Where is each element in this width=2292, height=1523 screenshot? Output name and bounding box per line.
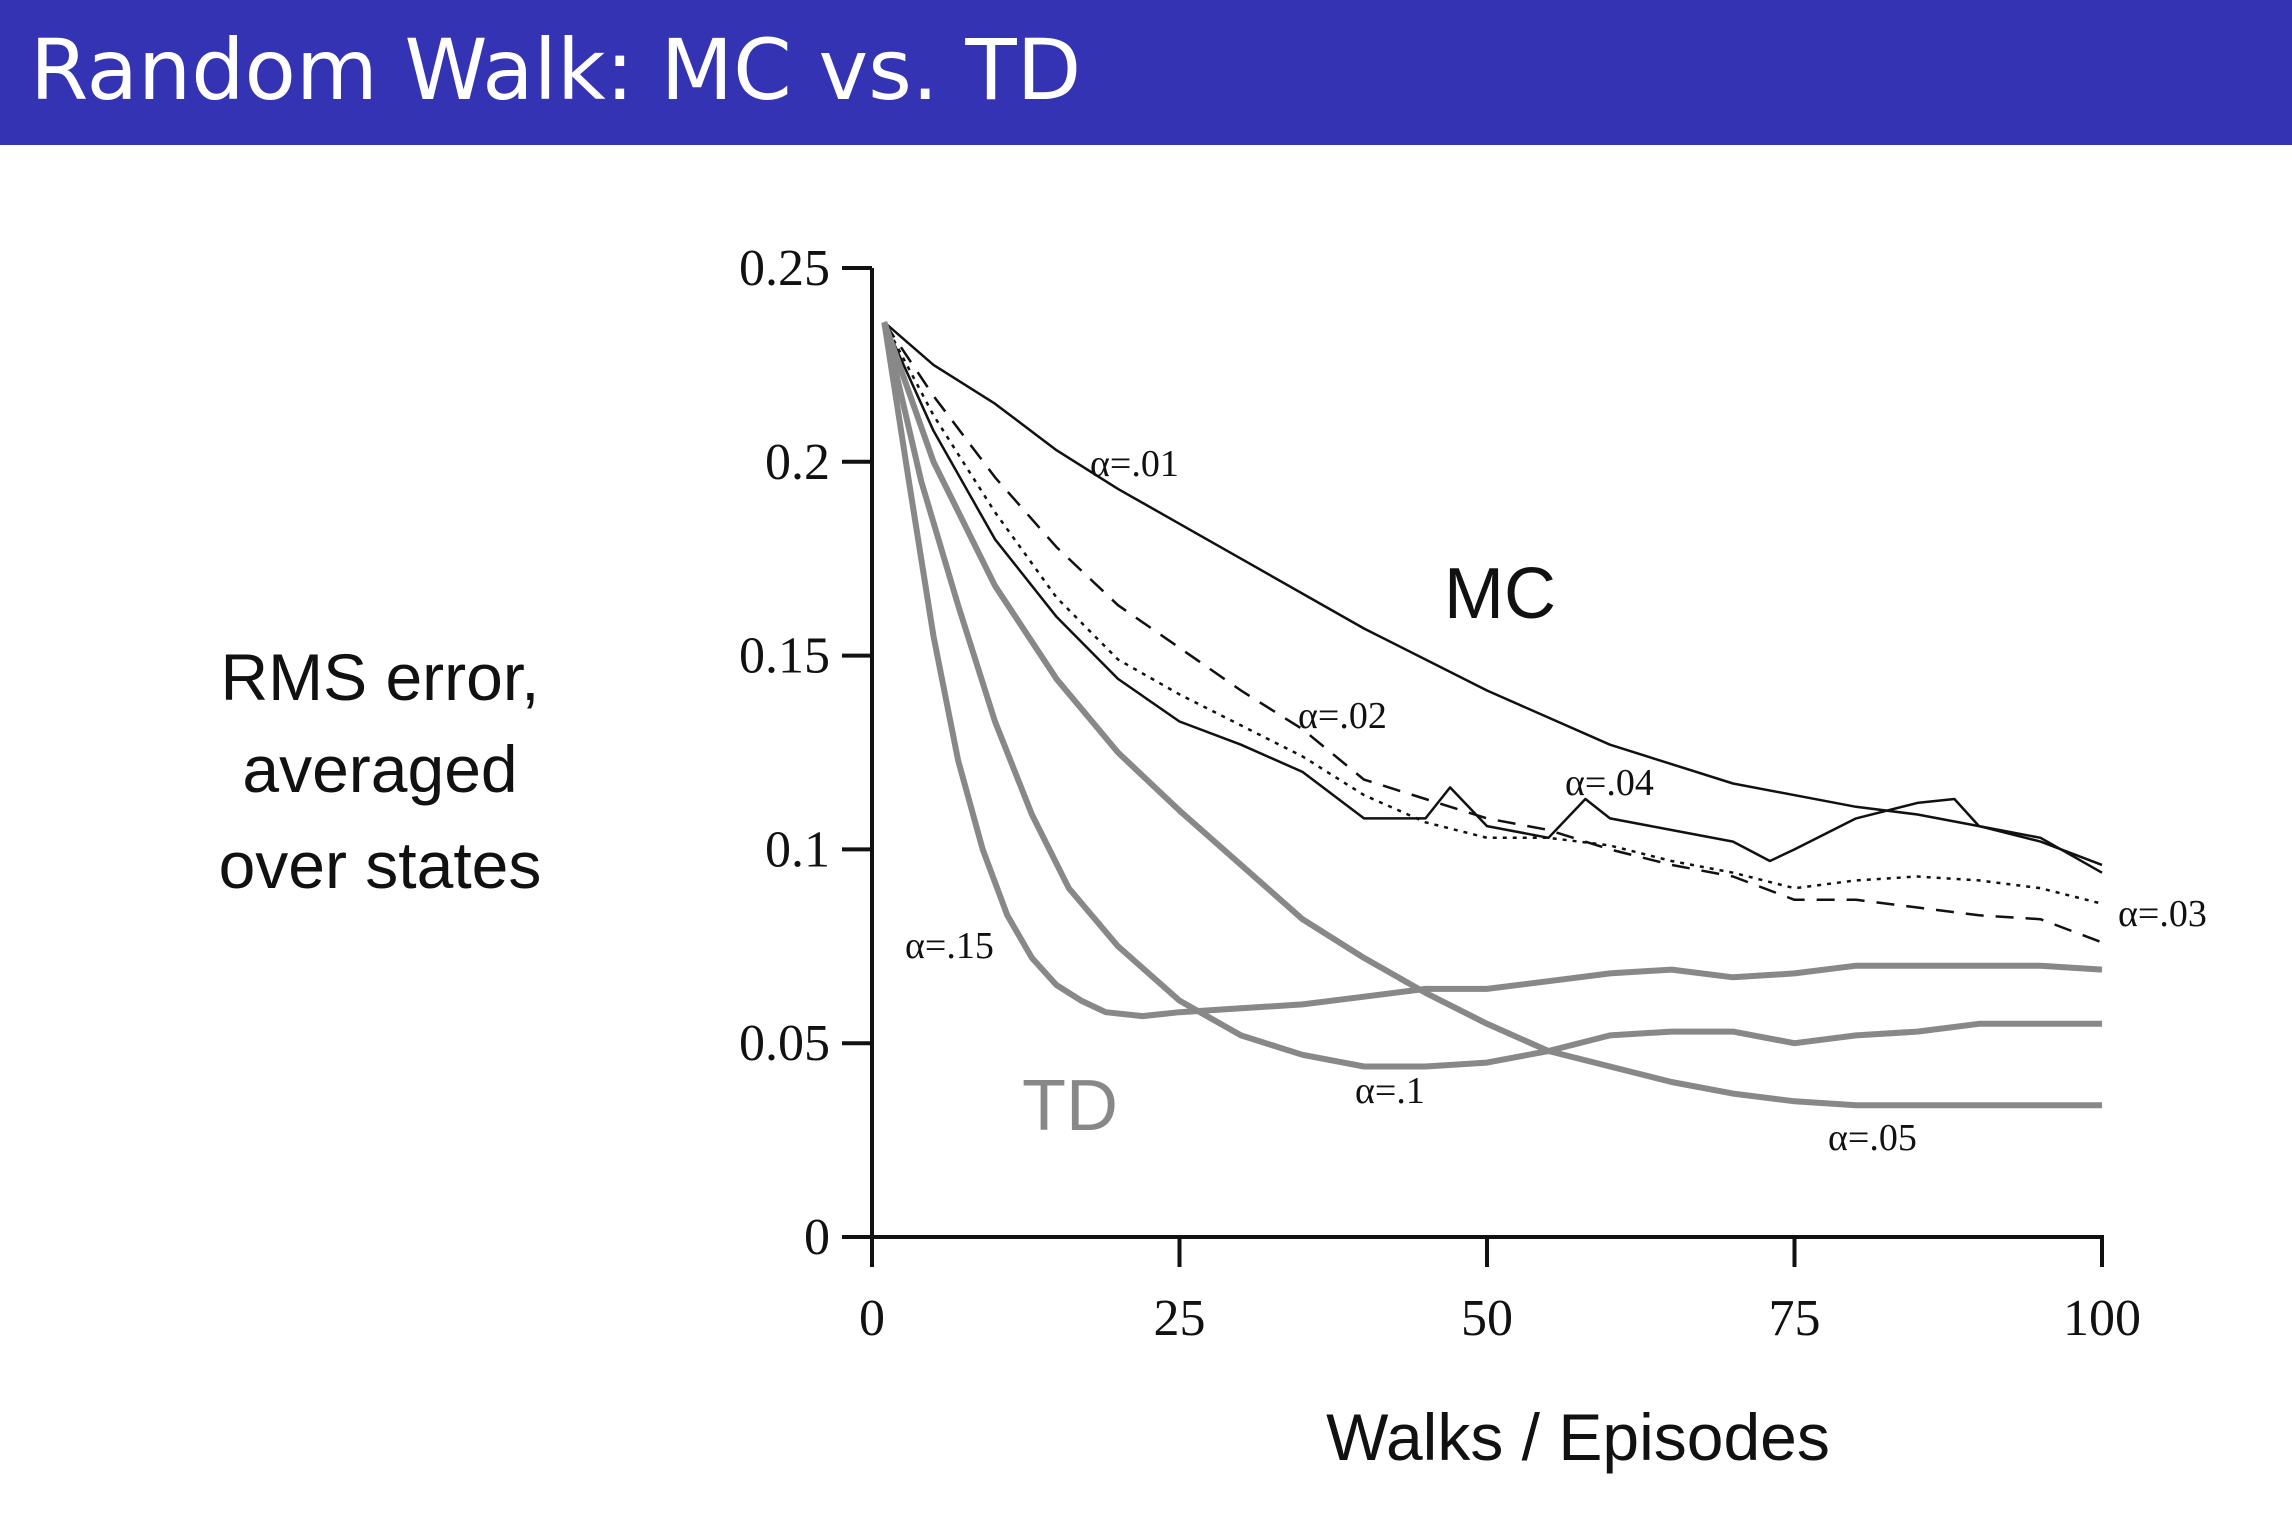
x-tick-label: 75 bbox=[1769, 1290, 1821, 1347]
y-tick-label: 0.15 bbox=[739, 628, 830, 685]
x-axis-label: Walks / Episodes bbox=[1326, 1400, 1830, 1474]
y-tick-label: 0.2 bbox=[765, 434, 830, 491]
x-tick-label: 25 bbox=[1154, 1290, 1206, 1347]
labels: RMS error, averaged over states Walks / … bbox=[219, 443, 2207, 1474]
y-axis-label-line-3: over states bbox=[219, 828, 542, 902]
td-group-label: TD bbox=[1022, 1066, 1118, 1146]
series-line-td-5 bbox=[881, 321, 2102, 1070]
series-label-alpha-03: α=.03 bbox=[2118, 893, 2207, 935]
y-tick-label: 0.1 bbox=[765, 821, 830, 878]
x-tick-label: 100 bbox=[2063, 1290, 2141, 1347]
series-line-td-6 bbox=[881, 321, 2103, 1020]
series-line-mc-3 bbox=[883, 321, 2103, 874]
y-tick-label: 0.25 bbox=[739, 240, 830, 297]
series-layer bbox=[881, 321, 2103, 1109]
mc-group-label: MC bbox=[1444, 554, 1556, 634]
title-bar: Random Walk: MC vs. TD bbox=[0, 0, 2292, 145]
series-label-alpha-05: α=.05 bbox=[1828, 1117, 1917, 1159]
series-line-td-4 bbox=[881, 321, 2102, 1109]
series-label-alpha-04: α=.04 bbox=[1565, 762, 1654, 804]
y-axis-label-line-2: averaged bbox=[242, 732, 517, 806]
y-tick-label: 0.05 bbox=[739, 1015, 830, 1072]
series-label-alpha-02: α=.02 bbox=[1298, 695, 1387, 737]
x-tick-label: 0 bbox=[859, 1290, 885, 1347]
y-tick-label: 0 bbox=[804, 1209, 830, 1266]
ticks: 0 25 50 75 100 0 0.05 0.1 0.15 0.2 0.25 bbox=[739, 240, 2141, 1347]
x-tick-label: 50 bbox=[1461, 1290, 1513, 1347]
series-line-mc-2 bbox=[883, 321, 2103, 905]
y-axis-label-line-1: RMS error, bbox=[220, 640, 539, 714]
slide-title: Random Walk: MC vs. TD bbox=[30, 21, 1082, 119]
series-line-mc-1 bbox=[883, 321, 2103, 944]
series-label-alpha-1: α=.1 bbox=[1355, 1070, 1425, 1112]
series-label-alpha-15: α=.15 bbox=[905, 925, 994, 967]
series-label-alpha-01: α=.01 bbox=[1090, 443, 1179, 485]
series-line-mc-0 bbox=[883, 321, 2103, 867]
